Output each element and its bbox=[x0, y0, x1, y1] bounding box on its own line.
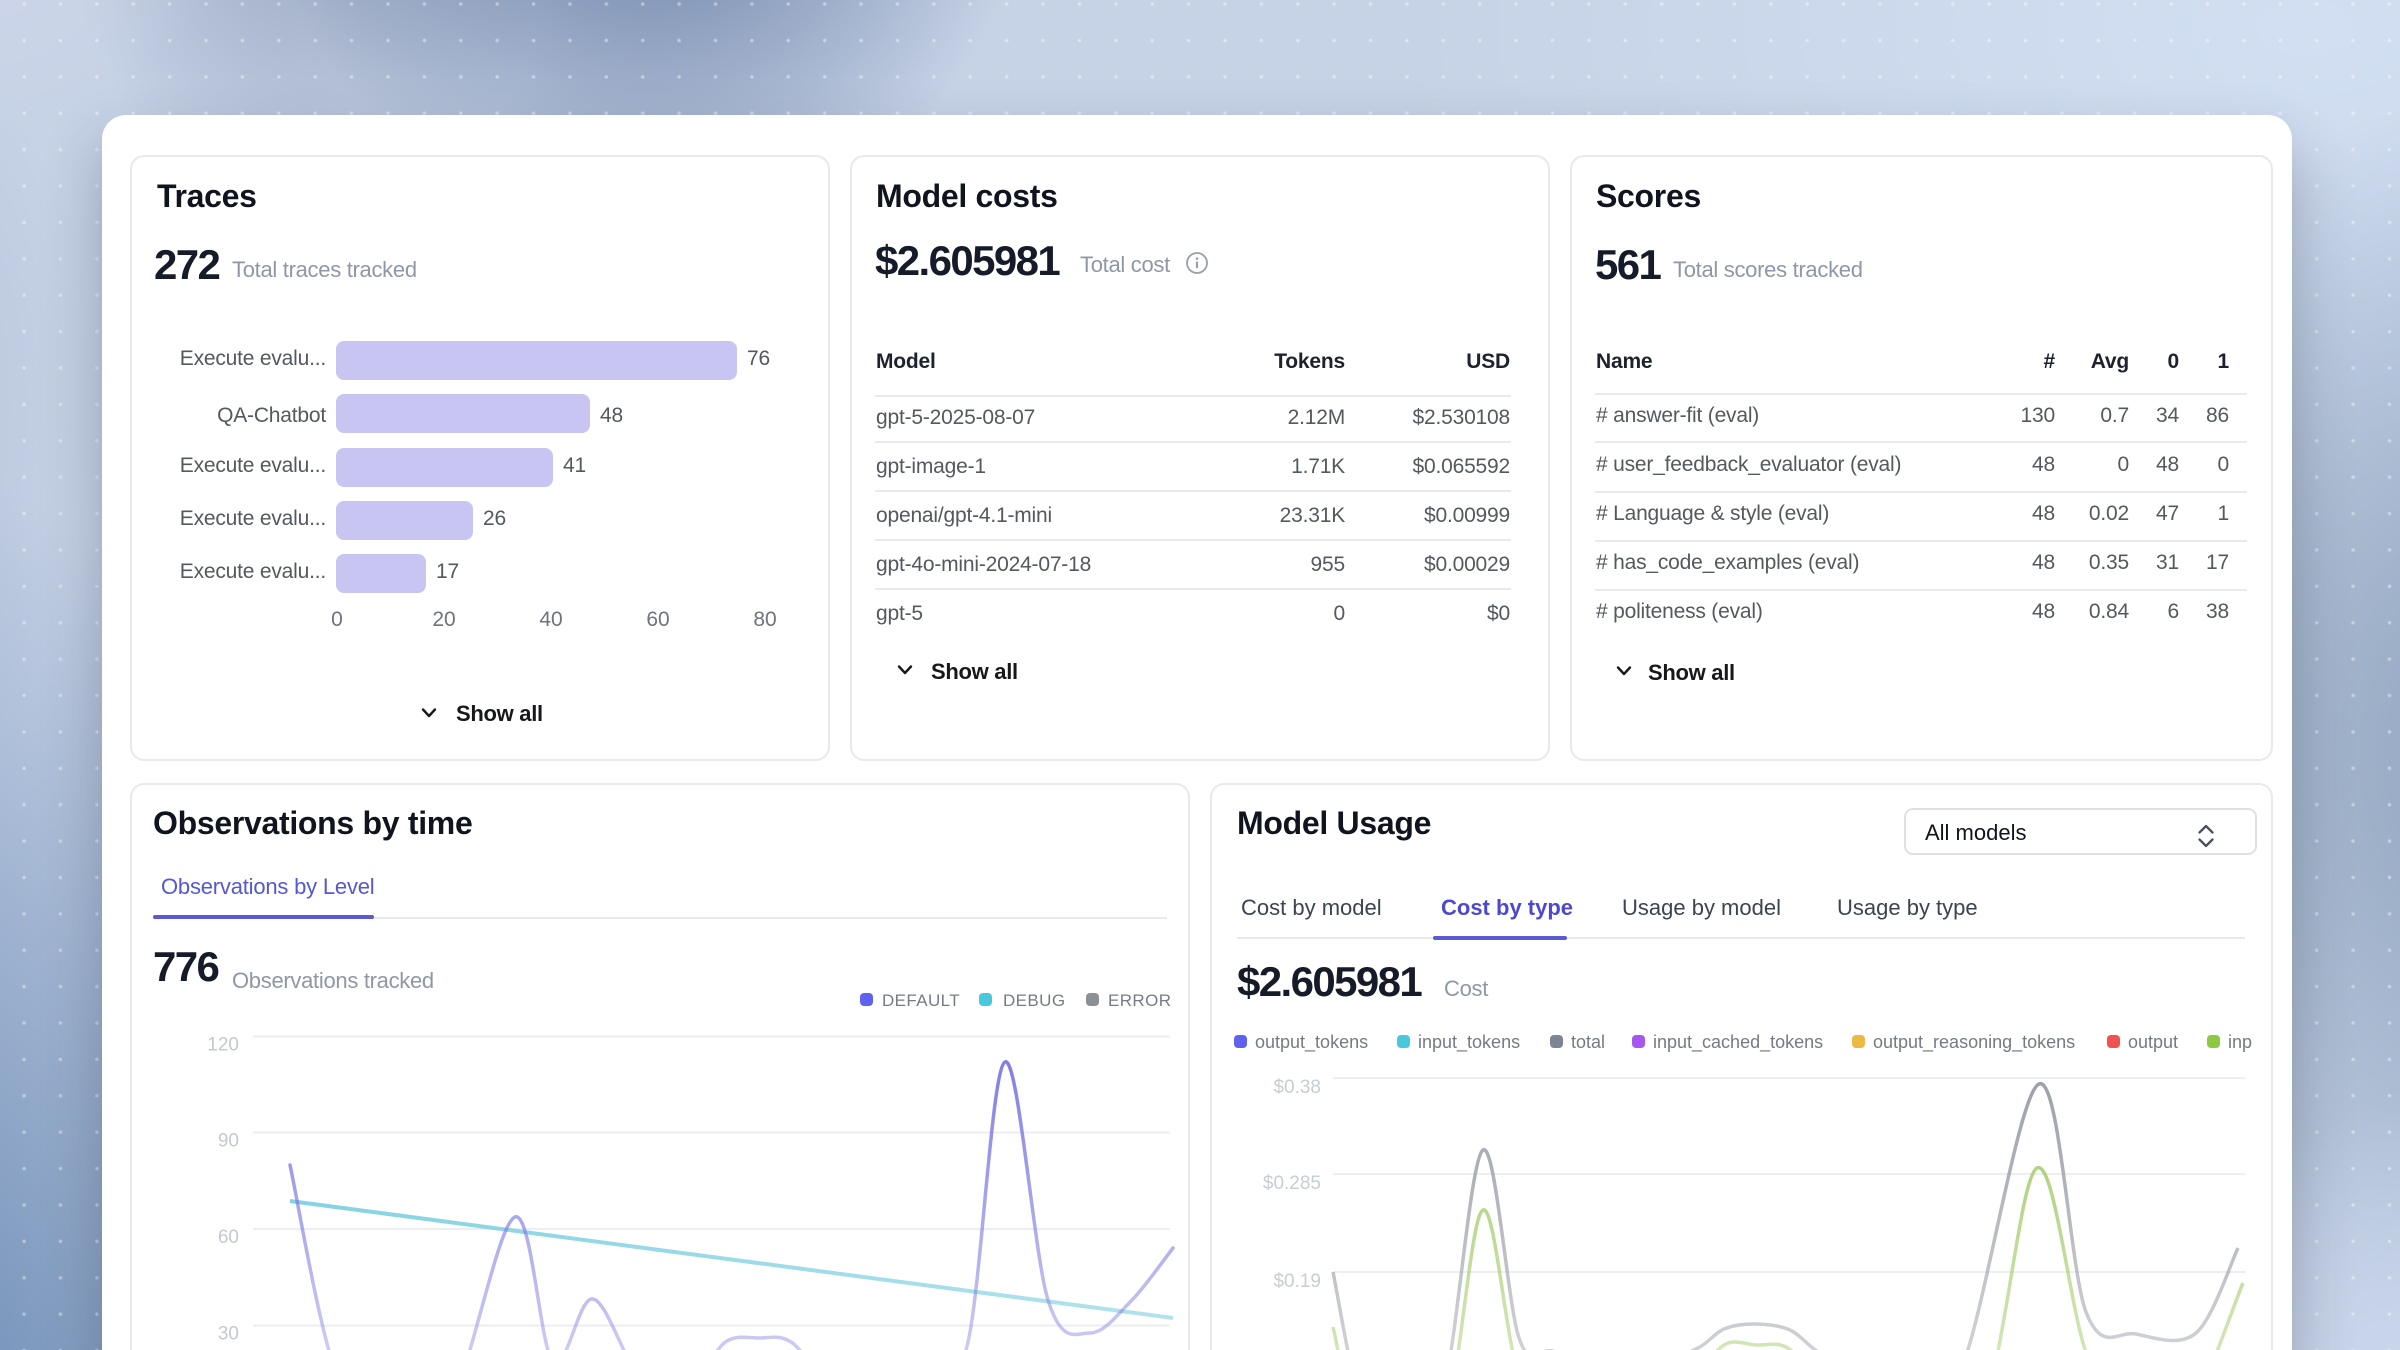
svg-text:120: 120 bbox=[207, 1035, 239, 1056]
svg-text:60: 60 bbox=[218, 1227, 239, 1248]
svg-text:$0.285: $0.285 bbox=[1263, 1173, 1321, 1194]
svg-text:$0.38: $0.38 bbox=[1273, 1077, 1321, 1098]
svg-text:30: 30 bbox=[218, 1324, 239, 1345]
svg-text:90: 90 bbox=[218, 1131, 239, 1152]
svg-text:$0.19: $0.19 bbox=[1273, 1271, 1321, 1292]
